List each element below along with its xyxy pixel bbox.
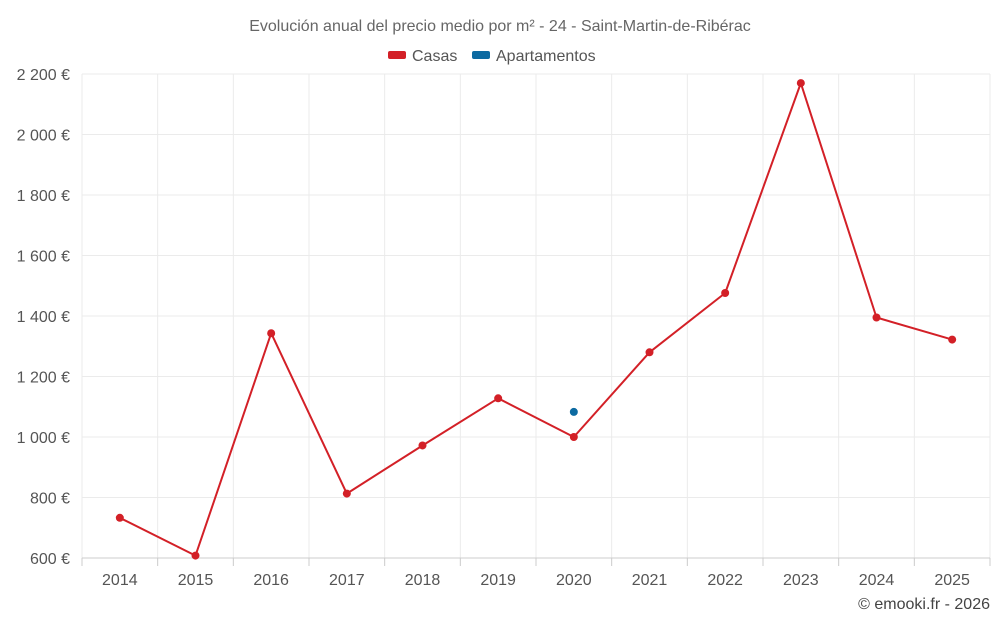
data-point-casas[interactable]: [569, 433, 578, 441]
legend-item-casas[interactable]: Casas: [388, 48, 457, 65]
legend-swatch-casas: [388, 51, 406, 59]
legend-item-apartamentos[interactable]: Apartamentos: [472, 48, 596, 65]
series-line-casas: [118, 82, 954, 557]
y-tick-label: 2 200 €: [17, 67, 70, 84]
y-tick-label: 1 200 €: [17, 370, 70, 387]
data-point-casas[interactable]: [115, 513, 124, 522]
x-tick-label: 2025: [934, 572, 970, 589]
data-point-casas[interactable]: [721, 289, 730, 298]
x-tick-label: 2020: [556, 572, 592, 589]
x-tick-label: 2024: [859, 572, 895, 589]
data-point-casas[interactable]: [267, 329, 276, 338]
y-tick-label: 1 400 €: [17, 309, 70, 326]
legend-label-casas: Casas: [412, 48, 457, 65]
x-tick-label: 2019: [480, 572, 516, 589]
data-point-casas[interactable]: [342, 489, 351, 498]
x-tick-label: 2018: [405, 572, 441, 589]
x-tick-label: 2022: [707, 572, 743, 589]
data-point-casas[interactable]: [948, 335, 957, 344]
y-tick-label: 1 800 €: [17, 188, 70, 205]
chart-title: Evolución anual del precio medio por m² …: [249, 18, 751, 35]
y-tick-label: 800 €: [30, 491, 70, 508]
data-point-casas[interactable]: [872, 313, 881, 322]
chart-credit: © emooki.fr - 2026: [858, 596, 990, 613]
x-tick-label: 2014: [102, 572, 138, 589]
y-tick-label: 1 000 €: [17, 430, 70, 447]
y-tick-label: 600 €: [30, 551, 70, 568]
y-tick-label: 2 000 €: [17, 128, 70, 145]
data-point-casas[interactable]: [645, 348, 654, 357]
legend: Casas Apartamentos: [388, 48, 596, 65]
data-point-apartamentos[interactable]: [569, 407, 578, 416]
y-tick-label: 1 600 €: [17, 249, 70, 266]
data-point-casas[interactable]: [191, 551, 200, 560]
legend-label-apartamentos: Apartamentos: [496, 48, 596, 65]
data-point-casas[interactable]: [418, 441, 427, 450]
x-tick-label: 2015: [178, 572, 214, 589]
legend-swatch-apartamentos: [472, 51, 490, 59]
data-point-casas[interactable]: [494, 394, 503, 403]
x-tick-label: 2017: [329, 572, 365, 589]
x-tick-label: 2023: [783, 572, 819, 589]
x-tick-label: 2021: [632, 572, 668, 589]
x-tick-label: 2016: [253, 572, 289, 589]
data-point-casas[interactable]: [796, 79, 805, 88]
